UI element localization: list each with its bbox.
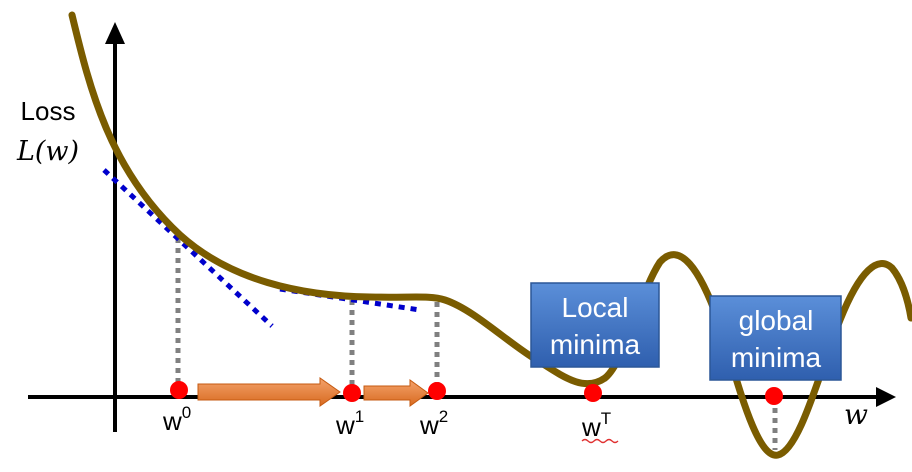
tangent-line-1	[102, 168, 274, 328]
drop-lines	[175, 238, 778, 450]
step-arrow-w0-w1	[197, 377, 341, 407]
x-axis-arrowhead	[876, 387, 896, 407]
point-w2	[428, 382, 446, 400]
point-w0	[170, 381, 188, 399]
x-axis-label: w	[844, 398, 868, 431]
point-global	[765, 387, 783, 405]
points	[170, 381, 783, 405]
point-w1	[343, 384, 361, 402]
y-axis-label-lw: L(w)	[16, 136, 79, 167]
y-axis-arrowhead	[105, 22, 125, 44]
spellcheck-squiggle	[581, 438, 619, 444]
label-wT: wT	[581, 409, 611, 442]
local-minima-line2: minima	[550, 329, 641, 360]
label-w1: w1	[335, 407, 364, 440]
tangent-lines	[102, 168, 421, 328]
local-minima-box: Local minima	[530, 282, 660, 368]
global-minima-box: global minima	[709, 295, 842, 381]
label-w0: w0	[162, 403, 191, 436]
label-w2: w2	[419, 407, 448, 440]
local-minima-line1: Local	[562, 292, 629, 323]
step-arrows	[197, 377, 429, 407]
global-minima-line2: minima	[731, 342, 822, 373]
axes	[28, 22, 896, 432]
point-wT	[584, 384, 602, 402]
y-axis-label-loss: Loss	[21, 96, 76, 126]
step-arrow-w1-w2	[363, 379, 429, 407]
global-minima-line1: global	[739, 305, 814, 336]
